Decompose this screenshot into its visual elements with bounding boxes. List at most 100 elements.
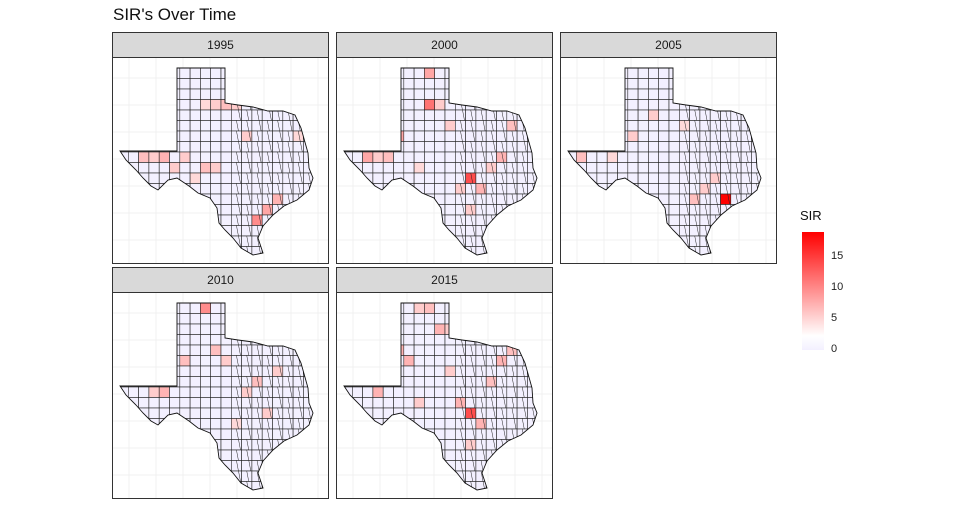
county-border bbox=[522, 397, 525, 409]
county-cell bbox=[506, 376, 518, 388]
county-cell bbox=[527, 323, 537, 335]
county-cell bbox=[120, 397, 129, 409]
county-border bbox=[300, 407, 303, 419]
county-cell bbox=[424, 355, 436, 367]
county-cell bbox=[352, 439, 363, 451]
county-border bbox=[532, 470, 535, 482]
county-cell bbox=[382, 439, 394, 451]
county-border bbox=[715, 130, 718, 142]
county-cell bbox=[740, 78, 752, 90]
county-cell bbox=[740, 151, 752, 163]
county-border bbox=[482, 481, 486, 490]
county-cell bbox=[465, 78, 477, 90]
county-cell bbox=[210, 418, 222, 430]
county-border bbox=[493, 235, 496, 247]
county-border bbox=[717, 109, 720, 121]
county-cell bbox=[444, 313, 456, 325]
county-cell bbox=[241, 386, 253, 398]
county-border bbox=[532, 214, 535, 226]
county-border bbox=[246, 204, 249, 216]
county-cell bbox=[220, 376, 232, 388]
county-cell bbox=[158, 460, 170, 472]
county-cell bbox=[465, 183, 477, 195]
county-border bbox=[746, 88, 749, 100]
county-border bbox=[246, 172, 249, 184]
county-cell bbox=[179, 235, 191, 247]
county-cell bbox=[444, 439, 456, 451]
county-cell bbox=[424, 428, 436, 440]
county-cell bbox=[434, 334, 446, 346]
county-cell bbox=[303, 225, 313, 237]
county-cell bbox=[344, 120, 353, 132]
county-cell bbox=[527, 225, 537, 237]
county-cell bbox=[403, 470, 415, 482]
county-cell bbox=[434, 141, 446, 153]
county-border bbox=[482, 386, 486, 398]
county-cell bbox=[344, 470, 353, 482]
county-cell bbox=[506, 235, 518, 247]
county-border bbox=[482, 214, 486, 226]
county-cell bbox=[220, 235, 232, 247]
county-cell bbox=[189, 303, 201, 314]
county-cell bbox=[148, 449, 160, 461]
county-cell bbox=[292, 204, 304, 216]
county-cell bbox=[120, 120, 129, 132]
county-cell bbox=[179, 376, 191, 388]
county-cell bbox=[158, 172, 170, 184]
county-cell bbox=[496, 120, 508, 132]
county-cell bbox=[382, 376, 394, 388]
county-cell bbox=[120, 225, 129, 237]
county-border bbox=[522, 449, 525, 461]
county-border bbox=[462, 78, 465, 90]
county-cell bbox=[689, 120, 701, 132]
county-cell bbox=[393, 235, 405, 247]
county-cell bbox=[606, 235, 618, 247]
county-border bbox=[511, 78, 515, 90]
facet-strip: 1995 bbox=[112, 32, 329, 58]
county-cell bbox=[475, 376, 487, 388]
county-cell bbox=[740, 225, 752, 237]
county-border bbox=[522, 303, 525, 314]
county-cell bbox=[586, 151, 598, 163]
county-cell bbox=[393, 355, 405, 367]
county-cell bbox=[730, 68, 742, 79]
county-cell bbox=[382, 214, 394, 226]
county-cell bbox=[303, 323, 313, 335]
county-cell bbox=[648, 214, 660, 226]
county-border bbox=[534, 397, 537, 409]
county-cell bbox=[596, 120, 608, 132]
county-border bbox=[501, 235, 504, 247]
county-cell bbox=[148, 225, 160, 237]
county-border bbox=[493, 204, 496, 216]
county-cell bbox=[282, 376, 294, 388]
county-cell bbox=[231, 460, 242, 472]
county-cell bbox=[403, 204, 415, 216]
county-cell bbox=[158, 303, 170, 314]
county-cell bbox=[403, 109, 415, 121]
county-border bbox=[534, 365, 537, 377]
county-border bbox=[470, 88, 473, 100]
county-border bbox=[758, 130, 761, 142]
county-cell bbox=[527, 460, 537, 472]
county-cell bbox=[689, 204, 701, 216]
county-cell bbox=[282, 130, 294, 142]
county-border bbox=[267, 355, 270, 367]
county-border bbox=[491, 365, 494, 377]
county-cell bbox=[485, 151, 497, 163]
county-cell bbox=[699, 88, 711, 100]
county-border bbox=[735, 68, 739, 79]
county-cell bbox=[148, 246, 160, 255]
county-border bbox=[501, 313, 504, 325]
county-border bbox=[310, 68, 313, 79]
county-border bbox=[725, 88, 728, 100]
county-border bbox=[472, 130, 476, 142]
county-cell bbox=[292, 481, 304, 490]
county-cell bbox=[169, 470, 181, 482]
county-cell bbox=[128, 246, 139, 255]
county-cell bbox=[424, 172, 436, 184]
county-cell bbox=[251, 78, 263, 90]
texas-county-map bbox=[113, 293, 328, 498]
county-cell bbox=[720, 109, 732, 121]
county-cell bbox=[434, 481, 446, 490]
county-cell bbox=[272, 68, 284, 79]
